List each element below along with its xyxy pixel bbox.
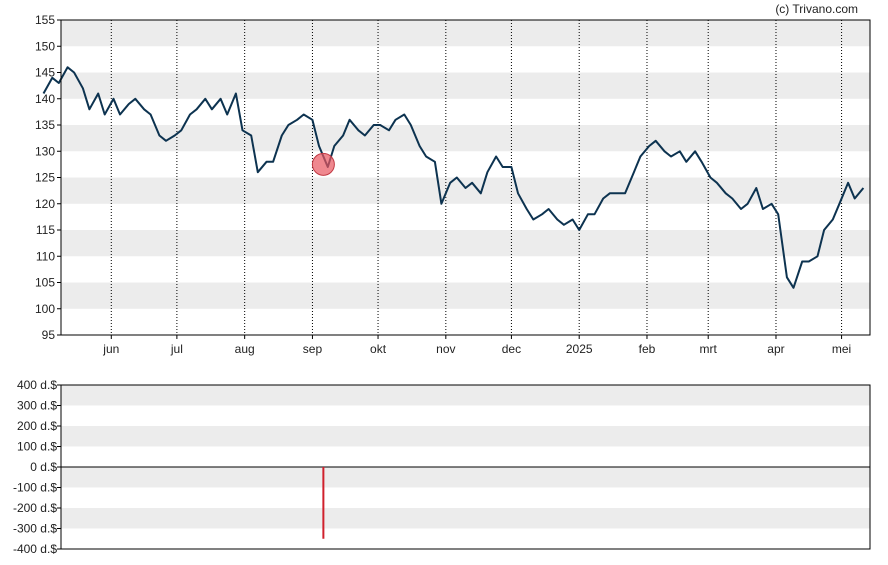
y-tick-label: 140 — [35, 92, 55, 106]
price-band — [61, 282, 870, 309]
price-panel-frame — [60, 19, 871, 336]
price-panel-bands — [61, 20, 870, 309]
x-tick-label: feb — [639, 342, 656, 356]
volume-y-tick-label: 200 d.$ — [17, 419, 57, 433]
x-tick-label: 2025 — [566, 342, 593, 356]
y-tick-label: 95 — [42, 328, 56, 342]
price-y-axis: 95 100 105 110 115 120 125 130 135 140 145 150 155 — [35, 13, 61, 342]
x-tick-label: nov — [436, 342, 455, 356]
price-band — [61, 177, 870, 204]
volume-y-tick-label: -400 d.$ — [13, 542, 57, 556]
y-tick-label: 135 — [35, 118, 55, 132]
x-tick-label: okt — [370, 342, 387, 356]
price-band — [61, 230, 870, 257]
volume-y-tick-label: -200 d.$ — [13, 501, 57, 515]
x-tick-label: sep — [303, 342, 323, 356]
volume-y-tick-label: -100 d.$ — [13, 481, 57, 495]
volume-y-axis: 400 d.$ 300 d.$ 200 d.$ 100 d.$ 0 d.$ -100 d.… — [13, 378, 61, 556]
volume-y-tick-label: -300 d.$ — [13, 522, 57, 536]
x-tick-label: dec — [502, 342, 521, 356]
volume-band — [61, 426, 870, 447]
x-tick-label: aug — [235, 342, 255, 356]
price-x-axis: jun jul aug sep okt nov dec 2025 feb mrt apr mei — [102, 335, 851, 356]
volume-band — [61, 508, 870, 529]
volume-y-tick-label: 300 d.$ — [17, 399, 57, 413]
y-tick-label: 100 — [35, 302, 55, 316]
volume-band — [61, 385, 870, 406]
volume-panel-frame — [60, 384, 871, 550]
x-tick-label: jul — [170, 342, 183, 356]
x-tick-label: mrt — [700, 342, 718, 356]
x-tick-label: mei — [832, 342, 851, 356]
y-tick-label: 125 — [35, 171, 55, 185]
y-tick-label: 120 — [35, 197, 55, 211]
y-tick-label: 150 — [35, 39, 55, 53]
volume-panel-bands — [61, 385, 870, 529]
insider-trade-marker — [311, 152, 335, 176]
x-tick-label: apr — [767, 342, 784, 356]
price-band — [61, 72, 870, 99]
volume-band — [61, 467, 870, 488]
volume-y-tick-label: 400 d.$ — [17, 378, 57, 392]
volume-y-tick-label: 100 d.$ — [17, 440, 57, 454]
price-band — [61, 125, 870, 152]
price-line — [42, 66, 865, 289]
y-tick-label: 110 — [36, 249, 55, 263]
x-tick-label: jun — [102, 342, 119, 356]
volume-y-tick-label: 0 d.$ — [30, 460, 57, 474]
price-band — [61, 20, 870, 47]
credit-label: (c) Trivano.com — [775, 2, 858, 16]
y-tick-label: 145 — [35, 66, 55, 80]
y-tick-label: 115 — [36, 223, 55, 237]
y-tick-label: 155 — [35, 13, 55, 27]
y-tick-label: 105 — [35, 276, 55, 290]
y-tick-label: 130 — [35, 144, 55, 158]
